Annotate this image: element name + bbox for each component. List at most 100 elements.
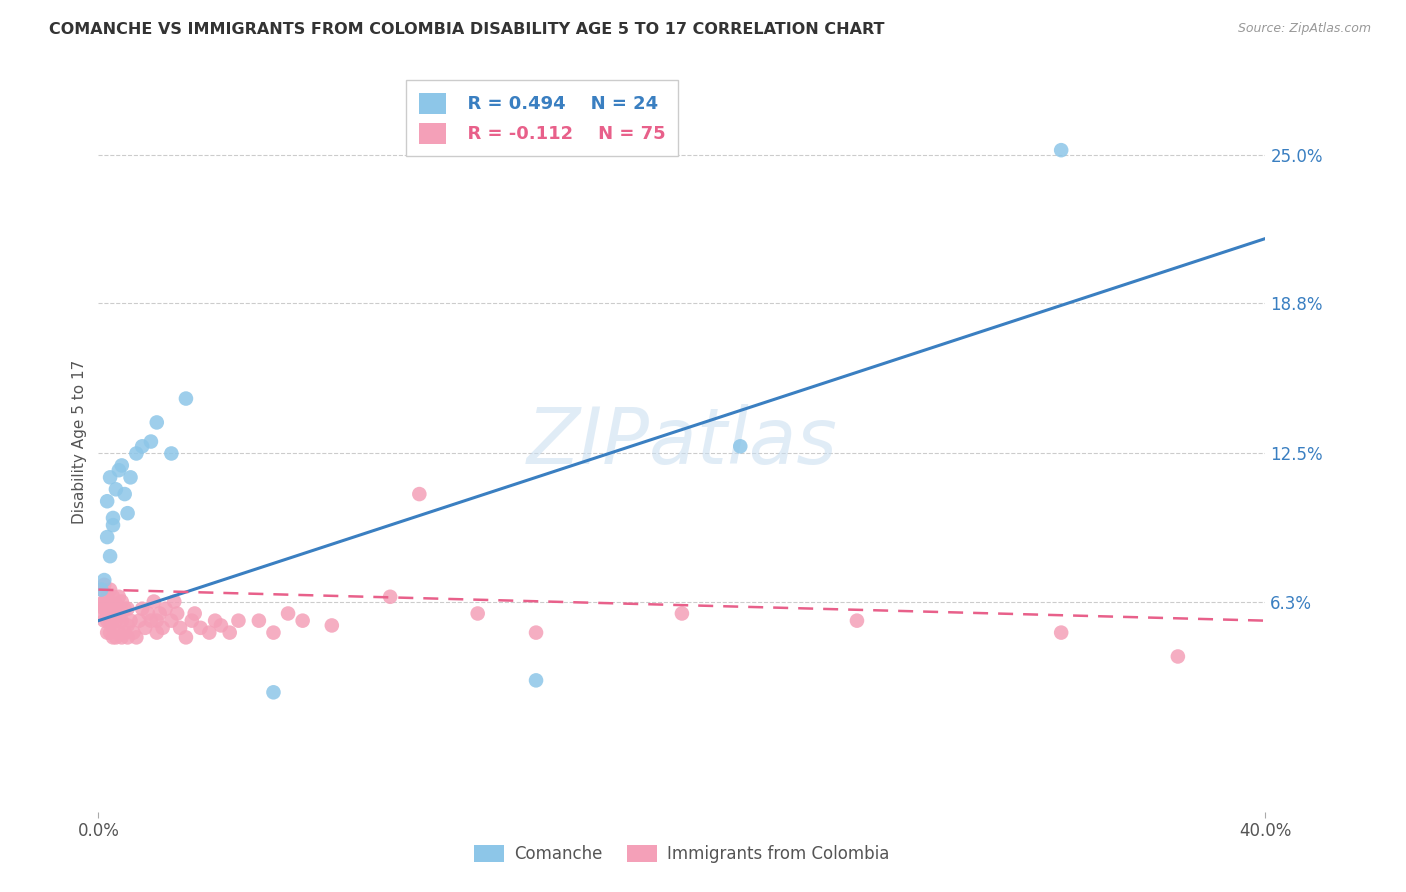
Point xyxy=(111,631,134,645)
Point xyxy=(209,618,232,632)
Point xyxy=(190,621,212,635)
Point xyxy=(96,607,118,621)
Point xyxy=(122,625,145,640)
Point xyxy=(96,597,118,611)
Point xyxy=(174,631,197,645)
Text: COMANCHE VS IMMIGRANTS FROM COLOMBIA DISABILITY AGE 5 TO 17 CORRELATION CHART: COMANCHE VS IMMIGRANTS FROM COLOMBIA DIS… xyxy=(49,22,884,37)
Text: ZIPatlas: ZIPatlas xyxy=(526,403,838,480)
Point xyxy=(247,614,270,628)
Point xyxy=(125,446,148,460)
Point xyxy=(160,446,183,460)
Point xyxy=(98,625,121,640)
Point xyxy=(101,590,124,604)
Point xyxy=(114,487,136,501)
Point xyxy=(108,608,131,623)
Point xyxy=(139,434,162,449)
Point xyxy=(98,614,121,628)
Point xyxy=(149,607,172,621)
Point xyxy=(730,439,752,453)
Point xyxy=(204,614,226,628)
Point xyxy=(120,614,142,628)
Point xyxy=(93,614,115,628)
Point xyxy=(104,483,127,497)
Point xyxy=(277,607,299,621)
Point xyxy=(671,607,693,621)
Legend: Comanche, Immigrants from Colombia: Comanche, Immigrants from Colombia xyxy=(467,838,897,870)
Point xyxy=(117,618,139,632)
Point xyxy=(101,511,124,525)
Point xyxy=(96,625,118,640)
Point xyxy=(98,601,121,615)
Point xyxy=(101,518,124,533)
Point xyxy=(96,494,118,508)
Point xyxy=(96,590,118,604)
Point xyxy=(90,597,112,611)
Point xyxy=(90,582,112,597)
Point xyxy=(218,625,240,640)
Point xyxy=(93,594,115,608)
Point xyxy=(155,601,177,615)
Point xyxy=(93,578,115,592)
Text: Source: ZipAtlas.com: Source: ZipAtlas.com xyxy=(1237,22,1371,36)
Point xyxy=(380,590,402,604)
Point xyxy=(96,614,118,628)
Point xyxy=(108,463,131,477)
Point xyxy=(128,614,150,628)
Point xyxy=(183,607,205,621)
Point xyxy=(98,470,121,484)
Point xyxy=(408,487,430,501)
Point xyxy=(228,614,250,628)
Point xyxy=(93,573,115,587)
Point xyxy=(146,625,169,640)
Point xyxy=(90,607,112,621)
Point xyxy=(163,594,186,608)
Point xyxy=(524,625,547,640)
Point xyxy=(321,618,343,632)
Point xyxy=(166,607,188,621)
Point xyxy=(114,625,136,640)
Point xyxy=(96,530,118,544)
Point xyxy=(131,601,153,615)
Point xyxy=(98,549,121,564)
Point xyxy=(111,594,134,608)
Point xyxy=(117,631,139,645)
Point xyxy=(98,582,121,597)
Point xyxy=(111,458,134,473)
Point xyxy=(152,621,174,635)
Point xyxy=(120,470,142,484)
Point xyxy=(101,631,124,645)
Point xyxy=(101,601,124,615)
Point xyxy=(262,625,284,640)
Point xyxy=(125,631,148,645)
Point xyxy=(524,673,547,688)
Point xyxy=(101,621,124,635)
Point xyxy=(117,506,139,520)
Point xyxy=(142,594,165,608)
Point xyxy=(1050,143,1073,157)
Point xyxy=(108,590,131,604)
Point xyxy=(108,625,131,640)
Point xyxy=(180,614,202,628)
Point xyxy=(136,607,159,621)
Point xyxy=(467,607,489,621)
Point xyxy=(93,601,115,615)
Point xyxy=(262,685,284,699)
Point xyxy=(114,601,136,615)
Y-axis label: Disability Age 5 to 17: Disability Age 5 to 17 xyxy=(72,359,87,524)
Point xyxy=(160,614,183,628)
Point xyxy=(90,582,112,597)
Point xyxy=(111,614,134,628)
Point xyxy=(146,614,169,628)
Point xyxy=(131,439,153,453)
Point xyxy=(104,597,127,611)
Point xyxy=(174,392,197,406)
Point xyxy=(134,621,156,635)
Point xyxy=(846,614,869,628)
Point xyxy=(104,631,127,645)
Point xyxy=(198,625,221,640)
Point xyxy=(117,601,139,615)
Point xyxy=(291,614,314,628)
Point xyxy=(104,614,127,628)
Point xyxy=(169,621,191,635)
Point xyxy=(139,614,162,628)
